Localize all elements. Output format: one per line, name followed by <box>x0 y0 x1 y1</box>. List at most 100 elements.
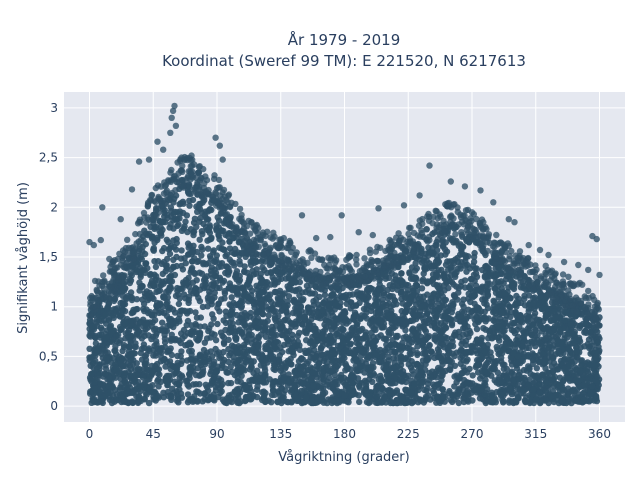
data-point <box>266 376 273 383</box>
data-point <box>129 399 136 407</box>
data-point <box>463 379 471 386</box>
data-point <box>142 322 149 329</box>
data-point <box>160 309 168 317</box>
data-point <box>228 342 236 349</box>
data-point <box>181 255 188 262</box>
data-point <box>511 376 518 384</box>
data-point <box>292 394 299 401</box>
data-point <box>374 334 381 341</box>
data-point <box>196 330 203 337</box>
data-point <box>356 398 363 406</box>
data-point <box>128 294 136 302</box>
data-point <box>253 310 260 317</box>
data-point <box>121 301 129 308</box>
data-point <box>275 356 283 363</box>
data-point <box>225 336 232 343</box>
data-point <box>382 361 390 369</box>
data-point <box>102 334 110 341</box>
data-point <box>201 339 208 346</box>
data-point <box>542 314 549 322</box>
data-point <box>218 263 225 270</box>
data-point <box>306 290 313 297</box>
data-point <box>288 323 295 331</box>
data-point <box>201 390 208 398</box>
data-point <box>591 362 598 369</box>
data-point <box>296 329 303 336</box>
data-point <box>388 372 396 379</box>
data-point <box>373 393 381 401</box>
data-point <box>167 322 174 329</box>
data-point <box>163 300 170 308</box>
data-point <box>426 249 433 256</box>
data-point <box>242 359 249 366</box>
data-point <box>287 355 294 363</box>
data-point <box>546 341 553 348</box>
data-point <box>177 352 184 360</box>
data-point <box>273 338 280 345</box>
data-point <box>314 337 321 345</box>
data-point <box>262 333 270 340</box>
data-point <box>152 307 159 315</box>
data-point <box>537 321 544 329</box>
data-point <box>419 379 426 386</box>
data-point <box>89 396 97 404</box>
data-point <box>238 249 245 257</box>
data-point <box>419 315 427 322</box>
data-point <box>453 315 460 323</box>
data-point <box>542 397 550 404</box>
data-point <box>148 335 155 343</box>
data-point <box>137 387 144 395</box>
data-point <box>554 337 561 344</box>
data-point <box>458 340 465 348</box>
data-point <box>441 246 449 253</box>
data-point <box>220 317 227 324</box>
data-point <box>284 312 291 319</box>
data-point <box>561 317 568 324</box>
data-point <box>402 354 410 362</box>
data-point <box>121 383 128 391</box>
data-point <box>382 347 389 354</box>
data-point <box>337 313 345 321</box>
data-point <box>446 258 453 265</box>
data-point <box>455 289 462 296</box>
data-point <box>98 350 105 357</box>
data-point <box>214 320 221 328</box>
data-point <box>150 346 157 354</box>
data-point <box>112 343 119 350</box>
data-point <box>380 324 387 331</box>
data-point <box>107 329 115 336</box>
data-point <box>175 399 182 406</box>
data-point <box>551 308 558 315</box>
data-point <box>441 315 448 322</box>
data-point <box>303 360 310 367</box>
data-point <box>185 274 192 282</box>
data-point <box>238 303 245 310</box>
data-point <box>222 308 229 315</box>
data-point <box>292 304 299 312</box>
data-point <box>133 296 141 303</box>
data-point <box>188 322 195 329</box>
data-point <box>208 321 215 328</box>
data-point <box>207 370 214 378</box>
data-point <box>125 343 133 350</box>
data-point <box>451 362 459 369</box>
data-point <box>414 349 421 357</box>
data-point <box>514 385 522 392</box>
data-point <box>278 385 286 392</box>
data-point <box>303 337 310 344</box>
data-point <box>239 329 246 336</box>
data-point <box>439 369 447 376</box>
data-point <box>171 309 179 316</box>
data-point <box>455 375 462 382</box>
data-point <box>91 385 98 392</box>
data-point <box>362 329 370 336</box>
data-point <box>482 326 489 333</box>
data-point <box>131 378 138 386</box>
data-point <box>299 321 306 328</box>
data-point <box>342 381 349 388</box>
data-point <box>257 301 264 308</box>
data-point <box>92 345 99 352</box>
data-point <box>334 362 342 369</box>
data-point <box>412 301 420 308</box>
